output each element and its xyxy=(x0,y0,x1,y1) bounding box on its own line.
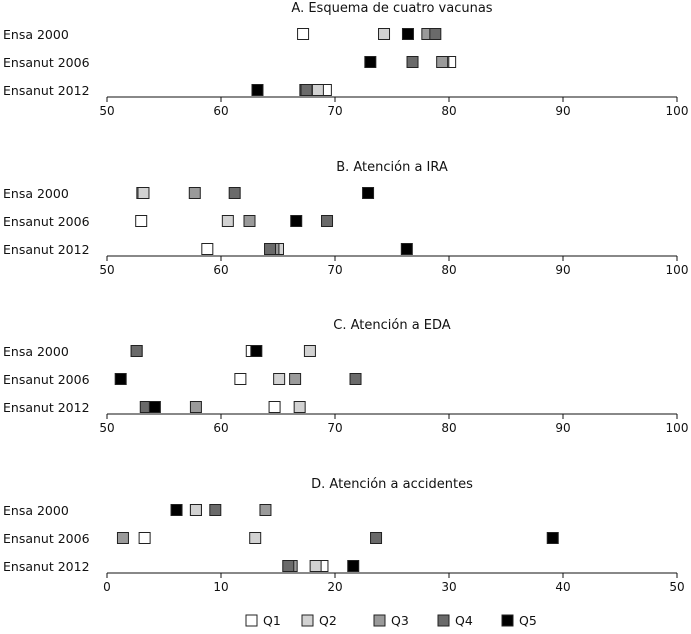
data-point-q4 xyxy=(282,560,295,572)
x-tick-label: 20 xyxy=(327,580,342,594)
x-tick-label: 70 xyxy=(327,263,342,277)
legend-swatch-q3 xyxy=(373,614,386,627)
x-tick-label: 90 xyxy=(555,421,570,435)
data-point-q5 xyxy=(347,560,360,572)
x-tick-label: 0 xyxy=(103,580,111,594)
data-point-q3 xyxy=(116,532,129,544)
legend-swatch-q4 xyxy=(437,614,450,627)
legend-label-q3: Q3 xyxy=(391,613,409,628)
row-label: Ensanut 2006 xyxy=(3,55,90,70)
x-tick-label: 100 xyxy=(666,263,689,277)
x-tick-label: 60 xyxy=(213,263,228,277)
panel-title: A. Esquema de cuatro vacunas xyxy=(291,1,492,16)
row-label: Ensanut 2012 xyxy=(3,559,90,574)
data-point-q5 xyxy=(114,373,127,385)
panel-title: B. Atención a IRA xyxy=(336,160,448,175)
data-point-q4 xyxy=(130,345,143,357)
data-point-q3 xyxy=(289,373,302,385)
data-point-q2 xyxy=(221,215,234,227)
data-point-q5 xyxy=(546,532,559,544)
row-label: Ensanut 2012 xyxy=(3,400,90,415)
x-tick-label: 90 xyxy=(555,263,570,277)
x-tick-label: 90 xyxy=(555,104,570,118)
data-point-q5 xyxy=(251,84,264,96)
x-tick-label: 30 xyxy=(441,580,456,594)
legend-label-q2: Q2 xyxy=(319,613,337,628)
row-label: Ensa 2000 xyxy=(3,503,69,518)
data-point-q2 xyxy=(249,532,262,544)
panel-title: C. Atención a EDA xyxy=(333,318,451,333)
x-tick-label: 50 xyxy=(99,263,114,277)
data-point-q5 xyxy=(250,345,263,357)
data-point-q2 xyxy=(311,84,324,96)
data-point-q1 xyxy=(268,401,281,413)
row-label: Ensa 2000 xyxy=(3,27,69,42)
data-point-q5 xyxy=(401,28,414,40)
data-point-q3 xyxy=(188,187,201,199)
legend-label-q5: Q5 xyxy=(519,613,537,628)
data-point-q2 xyxy=(189,504,202,516)
legend-swatch-q1 xyxy=(245,614,258,627)
row-label: Ensanut 2006 xyxy=(3,214,90,229)
x-tick-label: 60 xyxy=(213,421,228,435)
data-point-q4 xyxy=(228,187,241,199)
data-point-q1 xyxy=(138,532,151,544)
data-point-q5 xyxy=(364,56,377,68)
x-tick-label: 60 xyxy=(213,104,228,118)
data-point-q3 xyxy=(436,56,449,68)
data-point-q2 xyxy=(293,401,306,413)
data-point-q4 xyxy=(429,28,442,40)
data-point-q2 xyxy=(273,373,286,385)
data-point-q3 xyxy=(243,215,256,227)
data-point-q2 xyxy=(303,345,316,357)
data-point-q4 xyxy=(349,373,362,385)
data-point-q1 xyxy=(297,28,310,40)
x-tick-label: 100 xyxy=(666,104,689,118)
data-point-q3 xyxy=(189,401,202,413)
data-point-q4 xyxy=(209,504,222,516)
data-point-q3 xyxy=(259,504,272,516)
data-point-q2 xyxy=(378,28,391,40)
x-tick-label: 100 xyxy=(666,421,689,435)
row-label: Ensanut 2006 xyxy=(3,531,90,546)
panel-title: D. Atención a accidentes xyxy=(311,477,473,492)
legend-label-q4: Q4 xyxy=(455,613,473,628)
row-label: Ensanut 2012 xyxy=(3,242,90,257)
x-tick-label: 50 xyxy=(99,104,114,118)
data-point-q4 xyxy=(370,532,383,544)
x-tick-label: 70 xyxy=(327,421,342,435)
data-point-q1 xyxy=(234,373,247,385)
data-point-q4 xyxy=(300,84,313,96)
x-tick-label: 80 xyxy=(441,421,456,435)
data-point-q1 xyxy=(201,243,214,255)
x-tick-label: 80 xyxy=(441,104,456,118)
data-point-q4 xyxy=(321,215,334,227)
x-tick-label: 40 xyxy=(555,580,570,594)
data-point-q5 xyxy=(400,243,413,255)
x-tick-label: 50 xyxy=(99,421,114,435)
data-point-q5 xyxy=(148,401,161,413)
x-tick-label: 80 xyxy=(441,263,456,277)
data-point-q1 xyxy=(135,215,148,227)
legend-swatch-q2 xyxy=(301,614,314,627)
data-point-q5 xyxy=(290,215,303,227)
data-point-q5 xyxy=(170,504,183,516)
data-point-q4 xyxy=(406,56,419,68)
legend-label-q1: Q1 xyxy=(263,613,281,628)
row-label: Ensanut 2006 xyxy=(3,372,90,387)
legend-swatch-q5 xyxy=(501,614,514,627)
data-point-q2 xyxy=(137,187,150,199)
x-tick-label: 50 xyxy=(669,580,684,594)
row-label: Ensa 2000 xyxy=(3,186,69,201)
x-tick-label: 10 xyxy=(213,580,228,594)
data-point-q5 xyxy=(362,187,375,199)
data-point-q2 xyxy=(309,560,322,572)
x-tick-label: 70 xyxy=(327,104,342,118)
data-point-q4 xyxy=(264,243,277,255)
row-label: Ensanut 2012 xyxy=(3,83,90,98)
row-label: Ensa 2000 xyxy=(3,344,69,359)
